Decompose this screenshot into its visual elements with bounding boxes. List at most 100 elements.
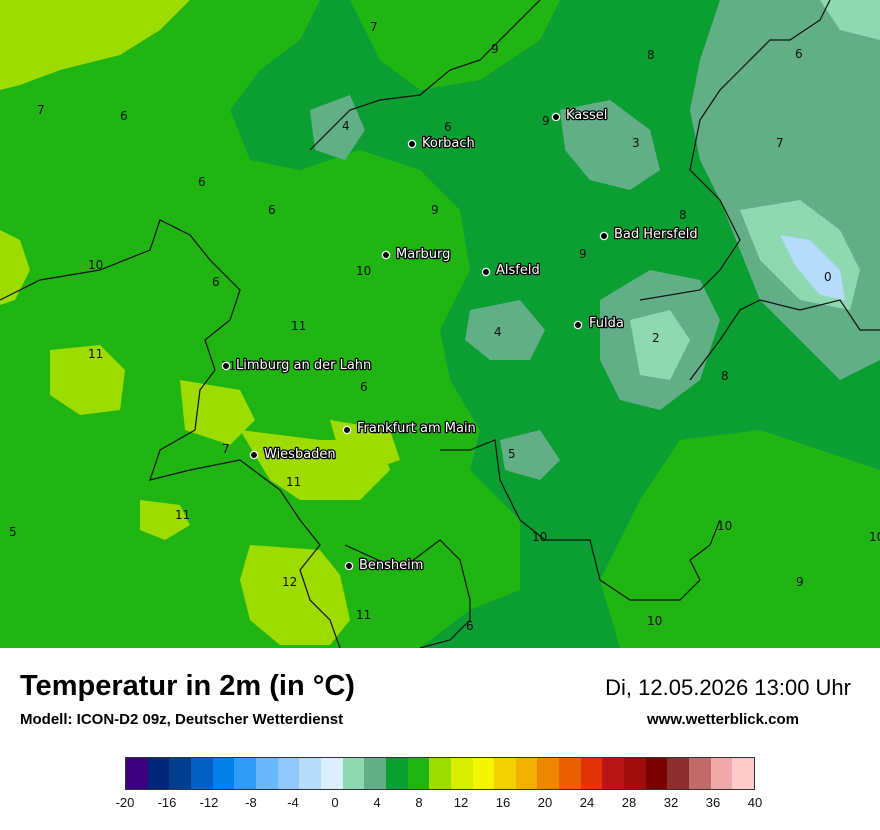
model-info: Modell: ICON-D2 09z, Deutscher Wetterdie… [20,711,344,728]
value-label: 11 [175,508,190,522]
legend-tick-label: 4 [373,795,381,810]
legend-color-cell [320,758,343,789]
city-dot [599,231,609,241]
value-label: 9 [542,114,550,128]
temp-area-se-light [600,430,880,648]
temperature-map: 7 9 8 6 7 6 4 6 9 3 7 6 6 9 8 10 6 10 9 … [0,0,880,648]
value-label: 2 [652,331,660,345]
legend-color-cell [624,758,646,789]
legend-color-cell [126,758,148,789]
legend-color-cell [212,758,235,789]
value-label: 6 [466,619,474,633]
value-label: 10 [869,530,880,544]
legend-tick-label: 12 [453,795,469,810]
city-markers: Kassel Korbach Bad Hersfeld Marburg Alsf… [221,107,699,574]
city-label: Korbach [422,136,475,151]
value-label: 11 [286,475,301,489]
legend-tick-label: 32 [663,795,679,810]
state-border [0,0,880,648]
city-kassel[interactable]: Kassel [551,107,609,124]
legend-color-cell [429,758,451,789]
temp-area-kassel-cool [560,100,660,190]
legend-tick-label: 16 [495,795,511,810]
map-title: Temperatur in 2m (in °C) [20,670,355,702]
value-label: 10 [717,519,732,533]
value-label: 0 [824,270,832,284]
value-label: 6 [360,380,368,394]
legend-color-cell [277,758,300,789]
temp-area-west-yellow [0,230,30,305]
value-label: 9 [796,575,804,589]
legend-color-cell [407,758,430,789]
value-label: 9 [491,42,499,56]
city-fulda[interactable]: Fulda [573,315,625,332]
city-korbach[interactable]: Korbach [407,135,476,152]
legend-color-cell [147,758,170,789]
forecast-datetime: Di, 12.05.2026 13:00 Uhr [605,675,851,700]
legend-color-cell [385,758,408,789]
value-label: 8 [721,369,729,383]
value-label: 6 [268,203,276,217]
temp-area-fulda-cold [630,310,690,380]
value-label: 12 [282,575,297,589]
legend-tick-label: -16 [157,795,177,810]
value-label: 7 [222,442,230,456]
legend-color-cell [450,758,473,789]
legend-color-cell [537,758,560,789]
city-dot [342,425,352,435]
legend-color-cell [299,758,321,789]
city-label: Bad Hersfeld [614,227,698,242]
value-label: 10 [647,614,662,628]
city-label: Limburg an der Lahn [236,358,371,373]
city-wiesbaden[interactable]: Wiesbaden [249,446,337,463]
legend-ticks: -20 -16 -12 -8 -4 0 4 8 12 16 20 24 28 32 36 40 [116,795,763,815]
temp-area-nw-yellow [0,0,190,90]
legend-color-cell [494,758,516,789]
value-label: 6 [795,47,803,61]
value-label: 6 [120,109,128,123]
city-dot [573,320,583,330]
city-dot [551,112,561,122]
city-dot [249,450,259,460]
temp-area-north-light [350,0,560,90]
value-label: 4 [494,325,502,339]
temp-area-ne-corner-cold [820,0,880,40]
legend-color-cell [342,758,365,789]
value-label: 9 [431,203,439,217]
legend-color-cell [169,758,191,789]
temp-area-west [0,0,520,648]
value-label: 9 [579,247,587,261]
city-frankfurt-am-main[interactable]: Frankfurt am Main [342,420,477,437]
city-dot [221,361,231,371]
value-labels: 7 9 8 6 7 6 4 6 9 3 7 6 6 9 8 10 6 10 9 … [9,20,880,633]
legend-color-cell [689,758,711,789]
value-label: 11 [88,347,103,361]
city-dot [407,139,417,149]
city-bad-hersfeld[interactable]: Bad Hersfeld [599,226,699,243]
legend-tick-label: -20 [115,795,135,810]
city-alsfeld[interactable]: Alsfeld [481,262,541,279]
temp-area-central-cool [465,300,545,360]
city-limburg-an-der-lahn[interactable]: Limburg an der Lahn [221,357,373,374]
city-marburg[interactable]: Marburg [381,246,452,263]
value-label: 11 [356,608,371,622]
value-label: 10 [356,264,371,278]
value-label: 3 [632,136,640,150]
value-label: 4 [342,119,350,133]
website-link[interactable]: www.wetterblick.com [647,711,799,728]
legend-color-cell [645,758,668,789]
city-label: Marburg [396,247,450,262]
value-label: 6 [198,175,206,189]
value-label: 7 [37,103,45,117]
temp-area-south-cool [500,430,560,480]
legend-tick-label: -12 [199,795,219,810]
legend-color-cell [190,758,213,789]
city-bensheim[interactable]: Bensheim [344,557,425,574]
legend-color-cell [472,758,495,789]
legend-color-cell [602,758,625,789]
legend-tick-label: 8 [415,795,423,810]
city-label: Alsfeld [496,263,540,278]
color-legend [125,757,755,790]
legend-color-cell [234,758,256,789]
legend-tick-label: 28 [621,795,637,810]
